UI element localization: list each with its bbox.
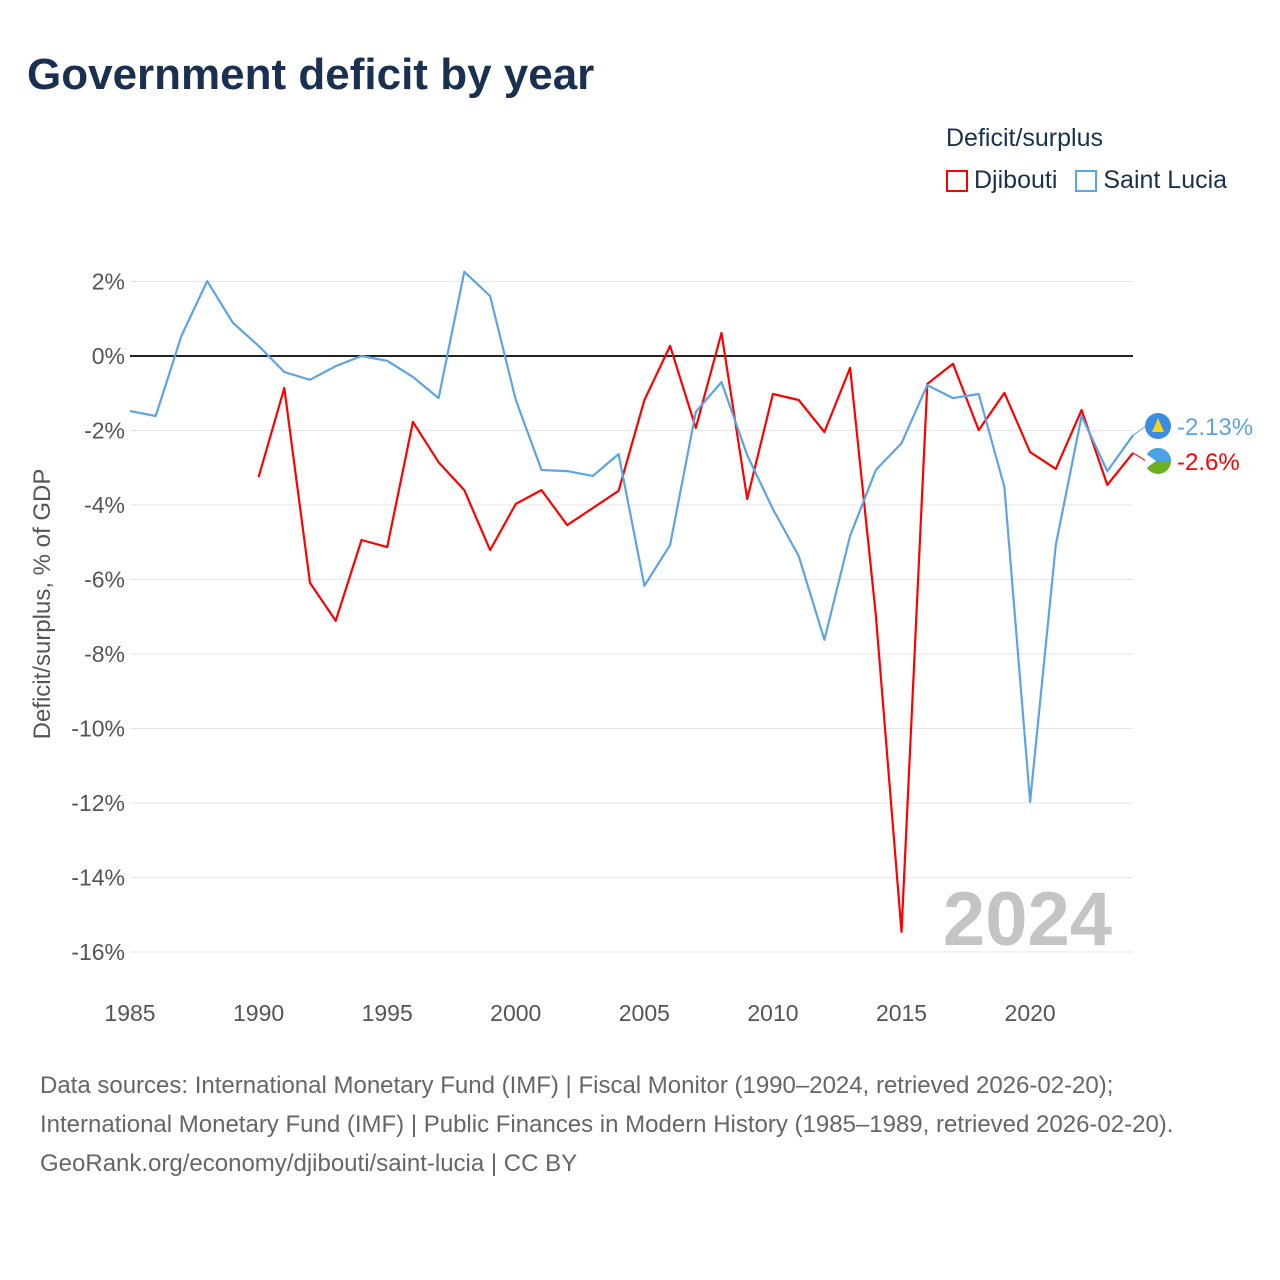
end-connector (1132, 452, 1147, 462)
end-value-label: -2.13% (1177, 414, 1253, 441)
data-sources: Data sources: International Monetary Fun… (40, 1072, 1174, 1138)
legend-label: Saint Lucia (1103, 166, 1228, 194)
legend: Djibouti Saint Lucia (946, 166, 1227, 195)
y-tick-label: -14% (71, 865, 125, 891)
chart-title: Government deficit by year (27, 50, 595, 99)
series-line-saint-lucia (129, 270, 1134, 804)
x-tick-label: 2000 (490, 1000, 541, 1026)
y-tick-label: -12% (71, 790, 125, 816)
end-value-label: -2.6% (1177, 449, 1240, 476)
flag-icon-part (1145, 453, 1156, 469)
x-tick-label: 1985 (104, 1000, 155, 1026)
y-axis-label: Deficit/surplus, % of GDP (29, 469, 56, 740)
y-tick-label: -8% (84, 641, 125, 667)
y-tick-label: -10% (71, 716, 125, 742)
legend-title: Deficit/surplus (946, 124, 1103, 152)
series-line-djibouti (257, 331, 1134, 934)
y-tick-label: -4% (84, 492, 125, 518)
year-watermark: 2024 (943, 877, 1112, 962)
x-tick-label: 1995 (362, 1000, 413, 1026)
legend-item-djibouti[interactable]: Djibouti (946, 166, 1057, 195)
x-tick-label: 1990 (233, 1000, 284, 1026)
legend-swatch-djibouti (946, 169, 968, 192)
credit-link[interactable]: GeoRank.org/economy/djibouti/saint-lucia… (40, 1150, 578, 1177)
y-tick-label: -16% (71, 939, 125, 965)
x-tick-label: 2015 (876, 1000, 927, 1026)
legend-item-saint-lucia[interactable]: Saint Lucia (1075, 166, 1227, 195)
footer: Data sources: International Monetary Fun… (40, 1066, 1240, 1183)
y-tick-label: 2% (92, 269, 125, 295)
legend-label: Djibouti (974, 166, 1058, 194)
y-tick-label: -6% (84, 567, 125, 593)
y-tick-label: -2% (84, 418, 125, 444)
legend-swatch-saint-lucia (1075, 169, 1098, 192)
y-tick-label: 0% (92, 343, 125, 369)
x-tick-label: 2005 (619, 1000, 670, 1026)
flag-icon-part (1152, 418, 1164, 432)
x-tick-label: 2020 (1005, 1000, 1056, 1026)
end-connector (1132, 425, 1147, 436)
x-tick-label: 2010 (747, 1000, 798, 1026)
